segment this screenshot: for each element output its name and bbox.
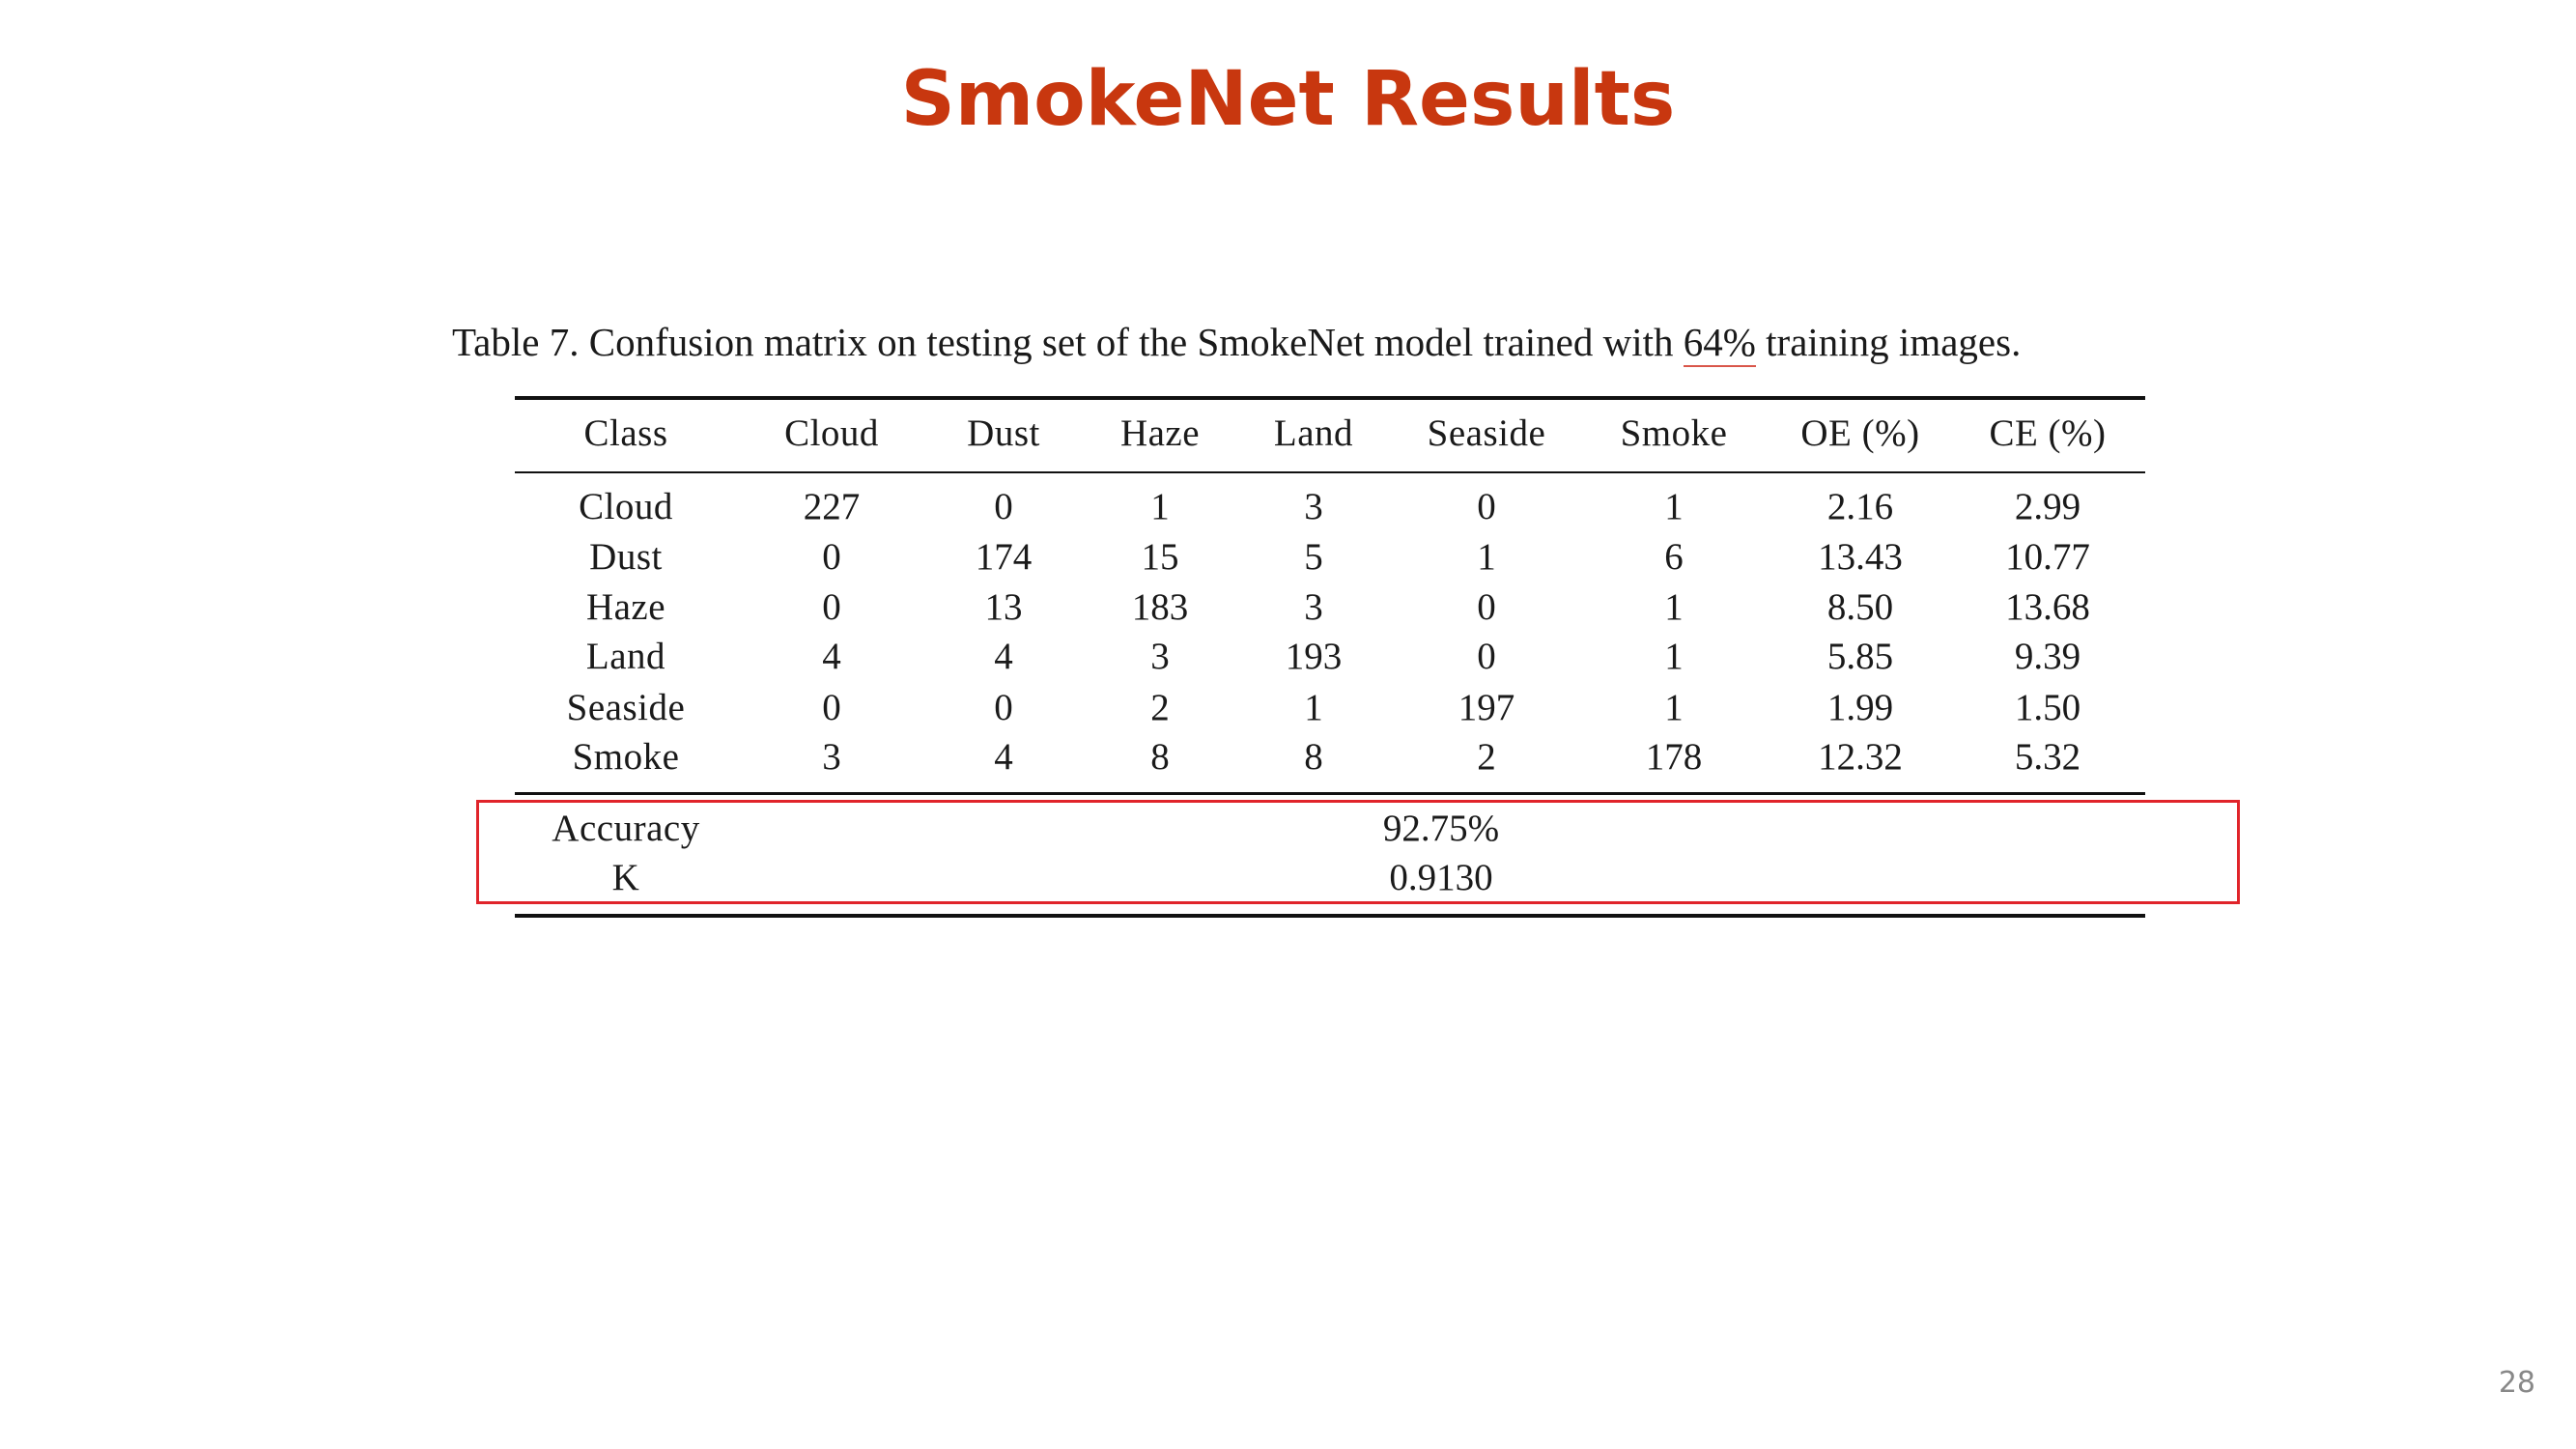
- table-cell: 3: [1304, 486, 1323, 527]
- table-cell: 1: [1664, 687, 1684, 728]
- summary-value: 0.9130: [1389, 857, 1493, 898]
- table-cell: 4: [994, 736, 1013, 778]
- table-cell: 0: [822, 536, 841, 578]
- table-cell: 5.32: [2014, 736, 2081, 778]
- table-cell: 8.50: [1826, 586, 1894, 628]
- table-cell: 5.85: [1826, 636, 1894, 677]
- table-cell: 8: [1304, 736, 1323, 778]
- table-cell: 10.77: [2005, 536, 2090, 578]
- table-cell: 174: [975, 536, 1033, 578]
- table-cell: 0: [822, 687, 841, 728]
- table-cell: 13.68: [2005, 586, 2090, 628]
- table-cell: 0: [1477, 636, 1496, 677]
- table-cell: 3: [822, 736, 841, 778]
- table-cell: 13: [984, 586, 1023, 628]
- table-cell: 13.43: [1818, 536, 1903, 578]
- table-cell: 0: [822, 586, 841, 628]
- table-cell: 227: [803, 486, 861, 527]
- table-top-rule: [515, 396, 2145, 400]
- column-header: CE (%): [1989, 412, 2107, 454]
- table-cell: 8: [1150, 736, 1170, 778]
- row-header: Smoke: [572, 736, 680, 778]
- row-header: Land: [585, 636, 666, 677]
- table-cell: 3: [1150, 636, 1170, 677]
- table-cell: 2.16: [1826, 486, 1894, 527]
- table-caption: Table 7. Confusion matrix on testing set…: [452, 315, 2021, 369]
- table-cell: 0: [994, 687, 1013, 728]
- table-cell: 178: [1645, 736, 1703, 778]
- table-cell: 4: [822, 636, 841, 677]
- table-bottom-rule: [515, 914, 2145, 918]
- table-cell: 1: [1664, 586, 1684, 628]
- table-cell: 1.50: [2014, 687, 2081, 728]
- confusion-matrix-table: Class Cloud Dust Haze Land Seaside Smoke OE (%)…: [515, 396, 2145, 918]
- table-cell: 6: [1664, 536, 1684, 578]
- column-header: Smoke: [1620, 412, 1728, 454]
- table-cell: 1: [1150, 486, 1170, 527]
- table-cell: 2: [1150, 687, 1170, 728]
- table-cell: 0: [1477, 486, 1496, 527]
- table-cell: 183: [1131, 586, 1189, 628]
- table-cell: 0: [1477, 586, 1496, 628]
- summary-label: K: [611, 857, 640, 898]
- table-cell: 1: [1664, 636, 1684, 677]
- table-cell: 12.32: [1818, 736, 1903, 778]
- slide-title: SmokeNet Results: [900, 56, 1676, 143]
- table-cell: 4: [994, 636, 1013, 677]
- table-cell: 2: [1477, 736, 1496, 778]
- table-cell: 1: [1304, 687, 1323, 728]
- table-cell: 3: [1304, 586, 1323, 628]
- column-header: Class: [583, 412, 668, 454]
- table-cell: 1: [1664, 486, 1684, 527]
- table-cell: 1.99: [1826, 687, 1894, 728]
- table-header-rule: [515, 471, 2145, 473]
- column-header: Dust: [967, 412, 1040, 454]
- column-header: Cloud: [784, 412, 879, 454]
- row-header: Seaside: [566, 687, 686, 728]
- column-header: Haze: [1119, 412, 1201, 454]
- table-cell: 2.99: [2014, 486, 2081, 527]
- table-cell: 15: [1141, 536, 1179, 578]
- table-cell: 197: [1458, 687, 1515, 728]
- table-body-rule: [515, 792, 2145, 795]
- table-cell: 193: [1285, 636, 1343, 677]
- row-header: Haze: [585, 586, 666, 628]
- row-header: Dust: [589, 536, 663, 578]
- caption-prefix: Table 7. Confusion matrix on testing set…: [452, 320, 1684, 364]
- summary-value: 92.75%: [1382, 808, 1500, 849]
- table-cell: 1: [1477, 536, 1496, 578]
- summary-label: Accuracy: [552, 808, 700, 849]
- table-cell: 0: [994, 486, 1013, 527]
- caption-suffix: training images.: [1755, 320, 2022, 364]
- table-cell: 9.39: [2014, 636, 2081, 677]
- row-header: Cloud: [579, 486, 673, 527]
- caption-highlight-percent: 64%: [1683, 320, 1756, 367]
- column-header: OE (%): [1800, 412, 1920, 454]
- summary-highlight-box: [476, 800, 2240, 904]
- table-cell: 5: [1304, 536, 1323, 578]
- page-number: 28: [2498, 1366, 2535, 1400]
- column-header: Seaside: [1427, 412, 1546, 454]
- column-header: Land: [1273, 412, 1354, 454]
